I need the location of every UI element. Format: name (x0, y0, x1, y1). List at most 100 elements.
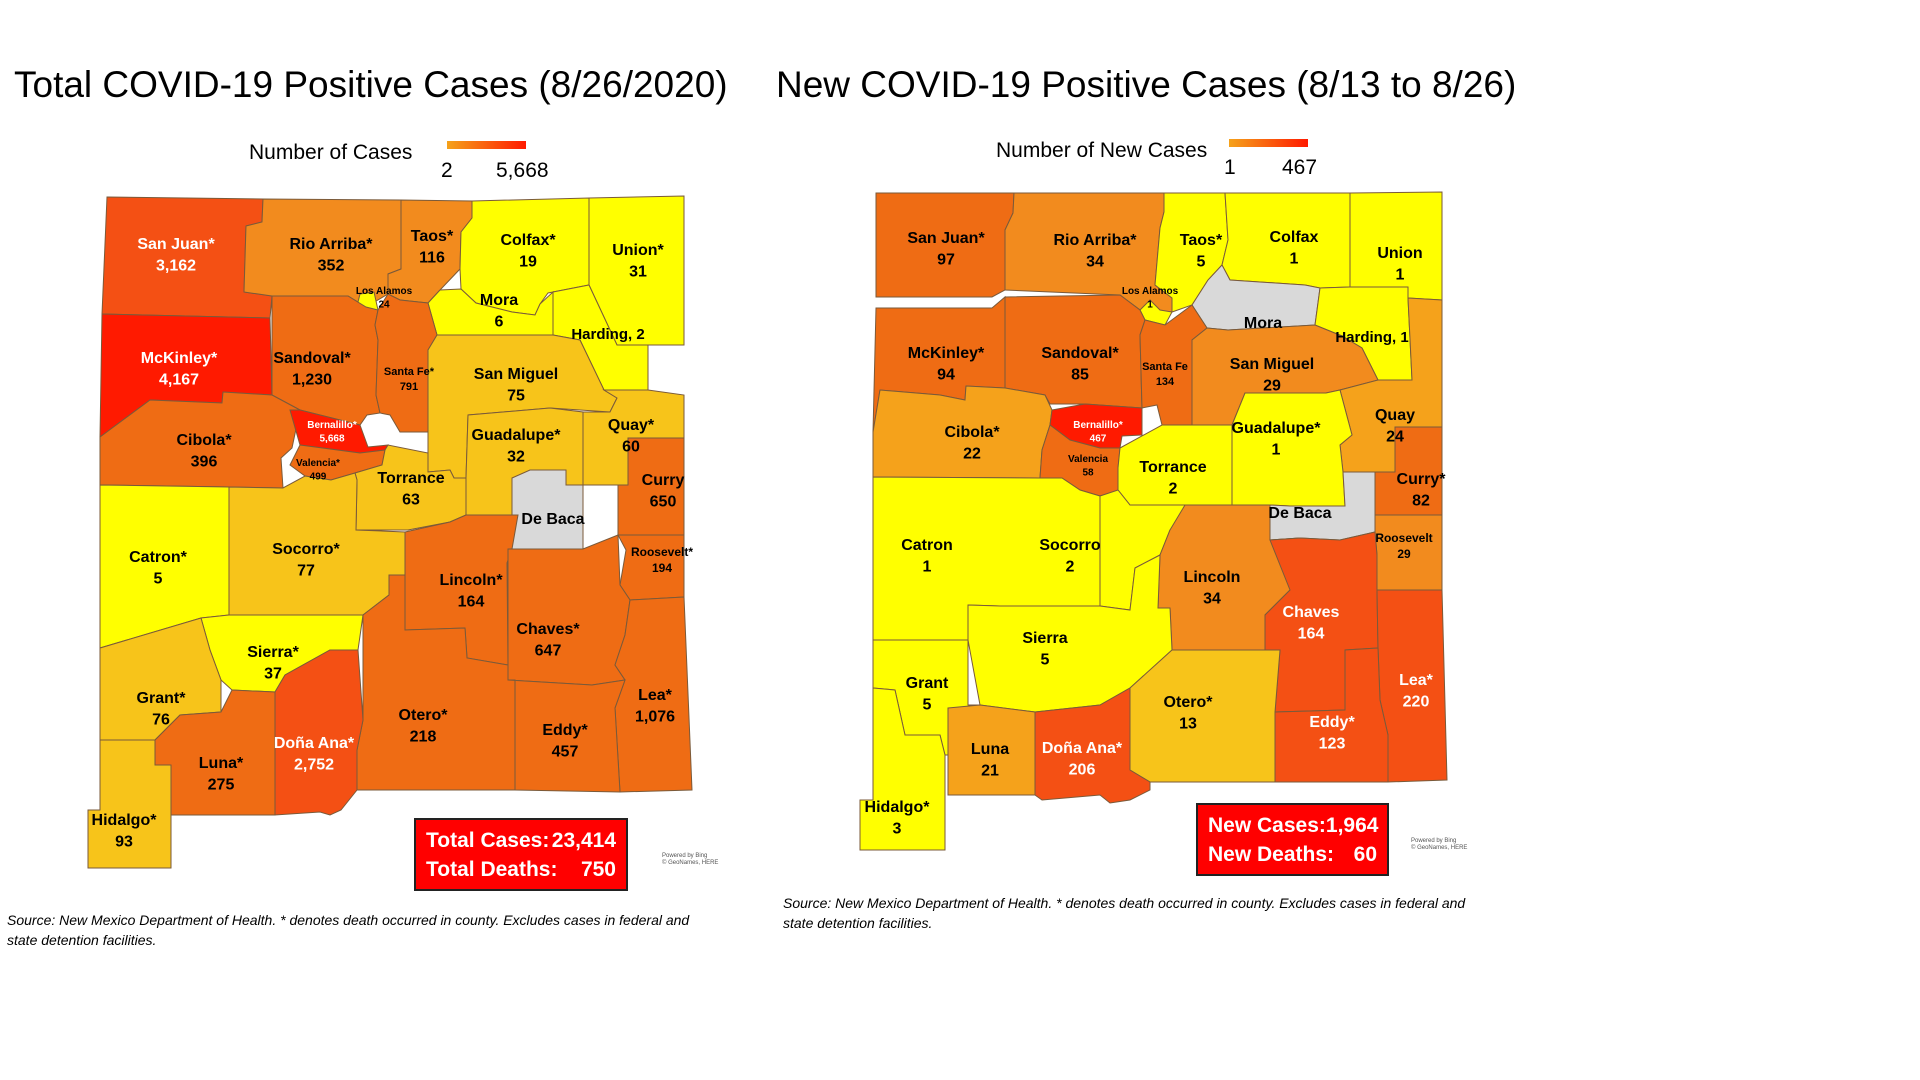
county-value-lincoln: 34 (1203, 591, 1221, 608)
county-value-luna: 21 (981, 763, 999, 780)
county-value-curry: 650 (650, 494, 677, 511)
county-value-guadalupe: 1 (1272, 442, 1281, 459)
county-label-lincoln: Lincoln (1184, 569, 1241, 586)
county-label-eddy: Eddy* (542, 722, 588, 739)
county-value-curry: 82 (1412, 493, 1430, 510)
county-value-grant: 5 (923, 697, 932, 714)
source-note-right: Source: New Mexico Department of Health.… (783, 895, 1466, 931)
county-label-colfax: Colfax* (500, 232, 556, 249)
county-label-mckinley: McKinley* (141, 350, 218, 367)
county-guadalupe (1231, 389, 1353, 507)
county-dona-ana (1034, 687, 1151, 804)
county-label-eddy: Eddy* (1309, 714, 1355, 731)
credit-line: Powered by Bing (662, 853, 708, 859)
county-label-valencia: Valencia* (296, 458, 340, 469)
county-label-curry: Curry (642, 472, 685, 489)
county-label-lea: Lea* (1399, 672, 1434, 689)
county-value-lea: 1,076 (635, 709, 675, 726)
county-value-colfax: 19 (519, 254, 537, 271)
county-label-valencia: Valencia (1068, 454, 1108, 465)
county-value-chaves: 647 (535, 643, 562, 660)
county-label-sierra: Sierra (1022, 630, 1067, 647)
county-label-santa-fe: Santa Fe* (384, 366, 435, 378)
county-value-luna: 275 (208, 777, 235, 794)
new-cases-value: 1,964 (1325, 814, 1379, 837)
legend-min-left: 2 (441, 159, 453, 182)
county-label-rio-arriba: Rio Arriba* (1054, 232, 1138, 249)
county-label-sierra: Sierra* (247, 644, 299, 661)
county-label-hidalgo: Hidalgo* (865, 799, 931, 816)
map-new-cases: San Juan* 97 Rio Arriba* 34 Taos* 5 Colfax 1 Uni… (859, 191, 1448, 851)
county-label-lea: Lea* (638, 687, 673, 704)
county-hidalgo (859, 687, 946, 851)
county-value-valencia: 58 (1082, 468, 1094, 479)
county-hidalgo (87, 739, 172, 869)
county-label-chaves: Chaves (1283, 604, 1340, 621)
legend-max-left: 5,668 (496, 159, 549, 182)
county-value-chaves: 164 (1298, 626, 1325, 643)
map-total-cases: San Juan* 3,162 Rio Arriba* 352 Taos* 116 Colf… (87, 195, 693, 869)
county-eddy (507, 679, 626, 793)
county-label-san-miguel: San Miguel (1230, 356, 1314, 373)
new-deaths-value: 60 (1353, 843, 1377, 866)
county-label-torrance: Torrance (377, 470, 444, 487)
legend-label-left: Number of Cases (249, 141, 413, 164)
county-label-union: Union* (612, 242, 664, 259)
county-value-catron: 1 (923, 559, 932, 576)
county-label-roosevelt: Roosevelt (1375, 531, 1432, 545)
county-value-taos: 116 (419, 250, 445, 267)
county-value-santa-fe: 791 (400, 381, 418, 393)
county-label-mora: Mora (480, 292, 518, 309)
county-value-mckinley: 94 (937, 367, 955, 384)
county-label-catron: Catron (901, 537, 953, 554)
county-value-otero: 218 (410, 729, 437, 746)
county-label-hidalgo: Hidalgo* (92, 812, 158, 829)
county-label-mckinley: McKinley* (908, 345, 985, 362)
totals-box-left: Total Cases: 23,414 Total Deaths: 750 (414, 818, 628, 891)
county-otero (1129, 649, 1281, 783)
credit-line: Powered by Bing (1411, 838, 1457, 844)
county-chaves (507, 534, 631, 686)
county-value-san-miguel: 29 (1263, 378, 1281, 395)
county-label-harding: Harding, 2 (571, 326, 644, 343)
county-label-de-baca: De Baca (521, 511, 584, 528)
county-label-socorro: Socorro (1039, 537, 1101, 554)
county-value-santa-fe: 134 (1156, 376, 1175, 388)
total-cases-value: 23,414 (551, 829, 616, 852)
county-value-torrance: 2 (1169, 481, 1178, 498)
county-value-bernalillo: 5,668 (319, 434, 344, 445)
county-label-guadalupe: Guadalupe* (1232, 420, 1322, 437)
county-value-sierra: 37 (264, 666, 282, 683)
total-cases-label: Total Cases: (426, 829, 550, 852)
county-value-union: 1 (1396, 267, 1405, 284)
county-value-eddy: 457 (552, 744, 579, 761)
county-eddy (1274, 647, 1389, 783)
county-value-quay: 24 (1386, 429, 1404, 446)
county-value-socorro: 2 (1066, 559, 1075, 576)
county-label-quay: Quay* (608, 417, 655, 434)
county-label-san-miguel: San Miguel (474, 366, 558, 383)
county-value-mckinley: 4,167 (159, 372, 199, 389)
county-value-san-juan: 97 (937, 252, 955, 269)
county-label-los-alamos: Los Alamos (356, 286, 413, 297)
county-label-harding: Harding, 1 (1335, 329, 1408, 346)
county-santa-fe (374, 293, 438, 433)
county-label-bernalillo: Bernalillo* (307, 420, 357, 431)
county-label-union: Union (1377, 245, 1422, 262)
total-deaths-value: 750 (580, 858, 616, 881)
legend-gradient-left (447, 141, 526, 149)
county-value-taos: 5 (1197, 254, 1206, 271)
county-label-catron: Catron* (129, 549, 188, 566)
county-label-luna: Luna (971, 741, 1009, 758)
title-new-cases: New COVID-19 Positive Cases (8/13 to 8/2… (776, 64, 1517, 105)
title-total-cases: Total COVID-19 Positive Cases (8/26/2020… (14, 64, 728, 105)
legend-gradient-right (1229, 139, 1308, 147)
legend-label-right: Number of New Cases (996, 139, 1208, 162)
county-label-de-baca: De Baca (1268, 505, 1331, 522)
county-value-sierra: 5 (1041, 652, 1050, 669)
county-value-otero: 13 (1179, 716, 1197, 733)
county-label-colfax: Colfax (1270, 229, 1319, 246)
county-label-socorro: Socorro* (272, 541, 340, 558)
legend-max-right: 467 (1282, 156, 1318, 179)
county-label-chaves: Chaves* (516, 621, 580, 638)
